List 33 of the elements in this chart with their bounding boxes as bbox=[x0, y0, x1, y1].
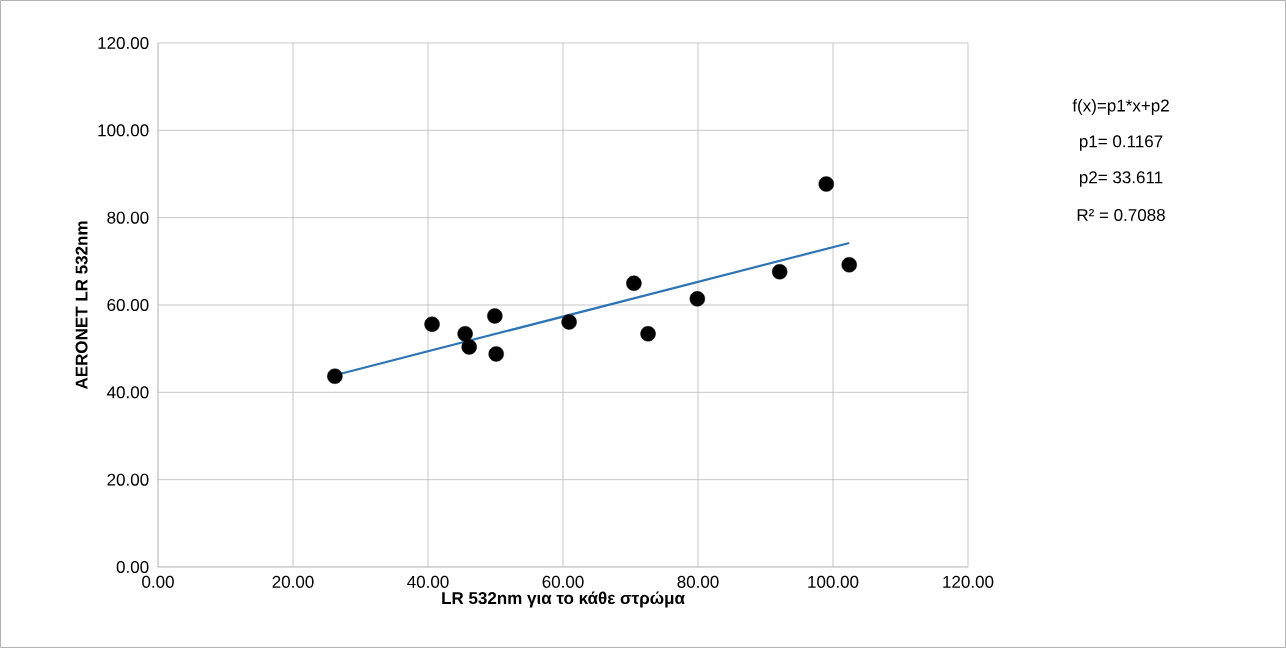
point bbox=[457, 326, 473, 342]
point bbox=[689, 291, 706, 307]
x-tick-label: 120.00 bbox=[943, 575, 994, 588]
y-axis-title: AERONET LR 532nm bbox=[75, 221, 88, 390]
point bbox=[626, 275, 642, 291]
point bbox=[771, 264, 788, 280]
point bbox=[461, 339, 477, 355]
point bbox=[487, 308, 503, 324]
y-tick-label: 0.00 bbox=[116, 560, 149, 574]
point bbox=[640, 326, 656, 342]
point bbox=[327, 368, 343, 384]
y-tick-label: 40.00 bbox=[106, 386, 149, 399]
y-tick-label: 20.00 bbox=[107, 473, 149, 486]
x-axis-title: LR 532nm για το κάθε στρώμα bbox=[442, 591, 685, 608]
y-tick-label: 120.00 bbox=[98, 36, 149, 50]
point bbox=[424, 316, 440, 332]
x-tick-label: 100.00 bbox=[808, 575, 859, 588]
point bbox=[488, 346, 504, 362]
point bbox=[841, 257, 857, 273]
x-tick-label: 60.00 bbox=[542, 575, 584, 588]
text: f(x)=p1*x+p2 bbox=[1072, 99, 1169, 115]
point bbox=[561, 314, 577, 330]
y-tick-label: 100.00 bbox=[98, 124, 149, 137]
y-tick-label: 80.00 bbox=[107, 211, 149, 224]
x-tick-label: 0.00 bbox=[142, 575, 174, 588]
text: p1= 0.1167 bbox=[1079, 135, 1163, 151]
point bbox=[818, 176, 834, 192]
y-tick-label: 60.00 bbox=[107, 298, 149, 312]
text: R² = 0.7088 bbox=[1077, 208, 1165, 222]
text: p2= 33.611 bbox=[1079, 171, 1163, 187]
x-tick-label: 80.00 bbox=[677, 575, 719, 588]
x-tick-label: 40.00 bbox=[407, 575, 449, 588]
x-tick-label: 20.00 bbox=[272, 575, 314, 588]
